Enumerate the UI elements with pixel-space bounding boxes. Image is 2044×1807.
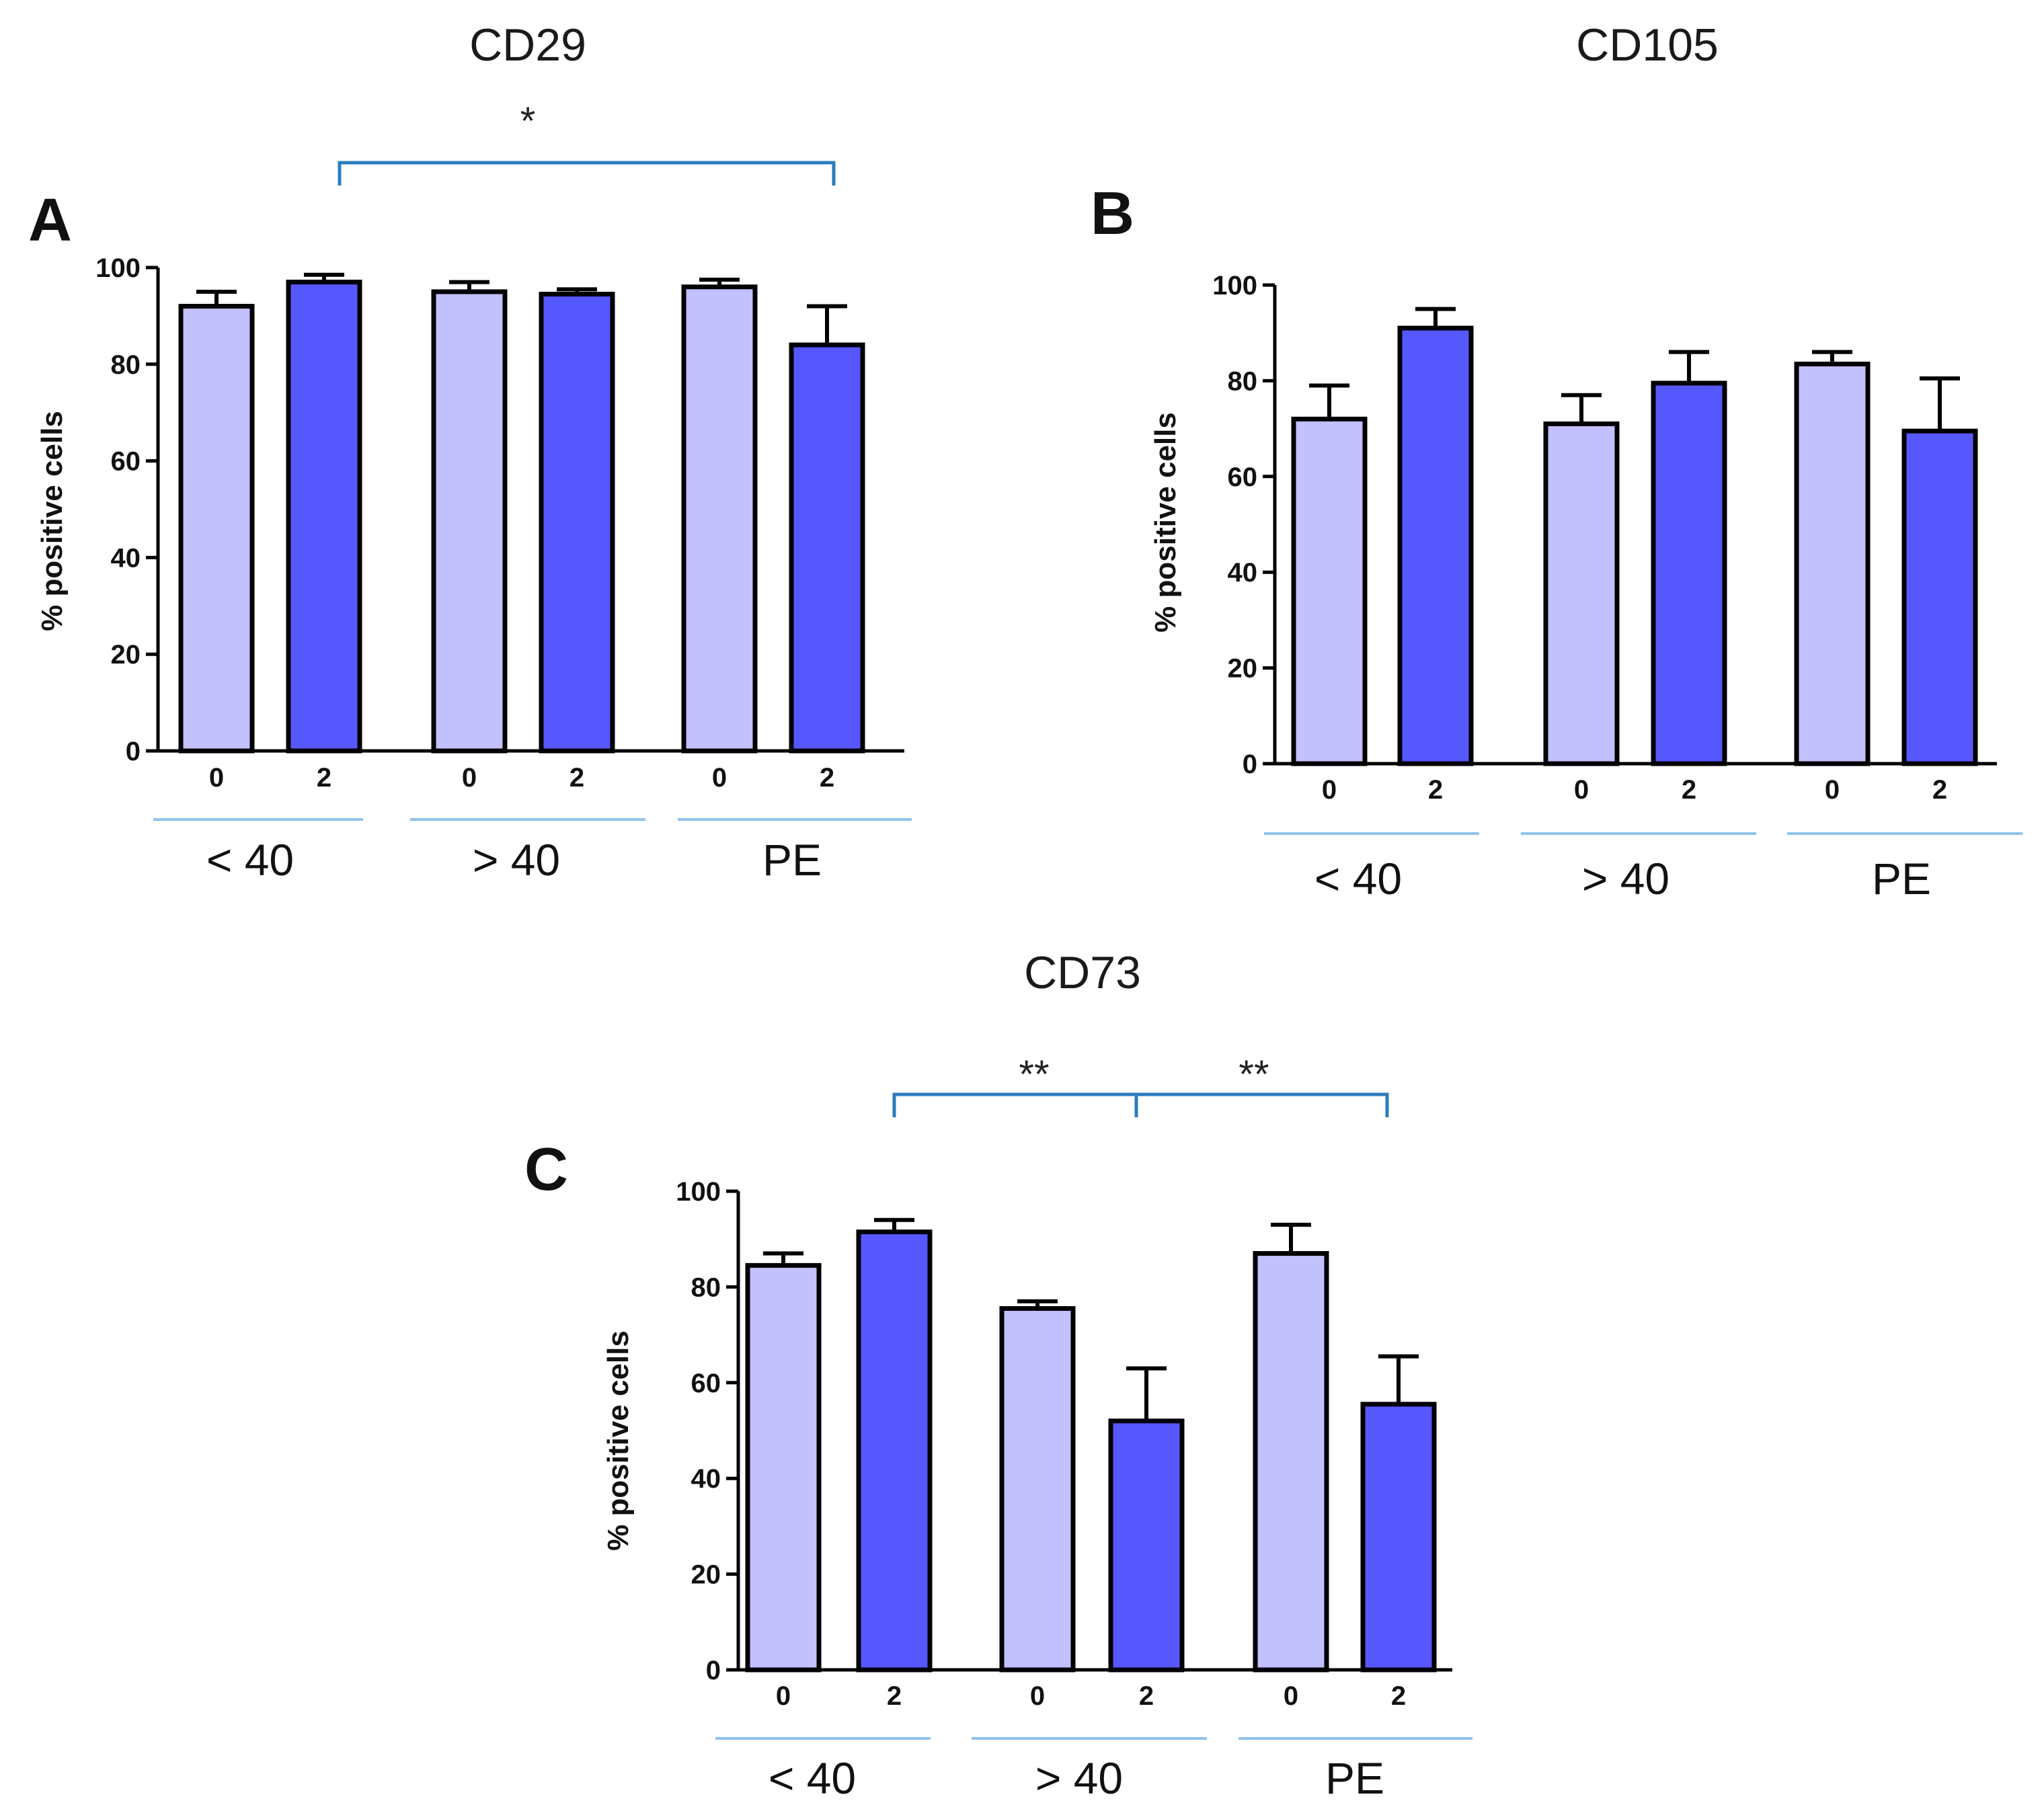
x-tick-label: 0 xyxy=(1825,775,1840,805)
y-tick-label: 20 xyxy=(111,640,141,670)
bar xyxy=(539,292,615,754)
bar xyxy=(1901,428,1978,766)
x-tick-label: 2 xyxy=(820,763,834,793)
y-tick-label: 20 xyxy=(1228,654,1258,684)
significance-label: ** xyxy=(1019,1053,1049,1096)
significance-bracket xyxy=(892,1092,1138,1117)
bar xyxy=(431,289,508,754)
chart-title: CD29 xyxy=(469,19,586,71)
y-tick-label: 60 xyxy=(1228,463,1258,492)
x-tick-label: 0 xyxy=(776,1681,791,1711)
bar xyxy=(856,1230,933,1673)
x-tick-label: 0 xyxy=(1030,1681,1045,1711)
x-tick-label: 0 xyxy=(712,763,727,793)
y-tick-label: 40 xyxy=(1228,558,1258,588)
group-label: PE xyxy=(1872,854,1931,904)
group-label: PE xyxy=(1325,1753,1384,1803)
bar xyxy=(1543,421,1620,766)
y-tick-label: 40 xyxy=(111,543,141,573)
y-tick-label: 100 xyxy=(1212,271,1257,300)
x-tick-label: 0 xyxy=(209,763,224,793)
bar xyxy=(178,304,255,754)
bar xyxy=(286,280,362,754)
y-tick-label: 60 xyxy=(111,447,141,477)
x-tick-label: 2 xyxy=(1428,775,1443,805)
significance-label: * xyxy=(520,99,536,143)
y-tick-label: 0 xyxy=(1243,750,1257,779)
group-label: > 40 xyxy=(473,835,560,885)
bar xyxy=(1291,416,1368,766)
panel-label: C xyxy=(524,1136,568,1203)
x-tick-label: 0 xyxy=(1574,775,1589,805)
x-tick-label: 2 xyxy=(1932,775,1947,805)
group-label: < 40 xyxy=(769,1753,856,1803)
bar xyxy=(681,284,758,754)
group-label: > 40 xyxy=(1582,854,1669,904)
bar xyxy=(1651,380,1727,766)
y-tick-label: 20 xyxy=(691,1560,721,1590)
x-tick-label: 2 xyxy=(569,763,584,793)
y-axis-label: % positive cells xyxy=(602,1330,635,1551)
group-label: < 40 xyxy=(206,835,294,885)
y-tick-label: 80 xyxy=(1228,366,1258,396)
y-axis-label: % positive cells xyxy=(36,411,69,631)
bar xyxy=(999,1306,1076,1673)
significance-label: ** xyxy=(1239,1053,1269,1096)
bar xyxy=(789,342,865,754)
bar xyxy=(1360,1402,1437,1673)
x-tick-label: 2 xyxy=(887,1681,902,1711)
y-tick-label: 40 xyxy=(691,1464,721,1494)
chart-title: CD105 xyxy=(1576,19,1719,71)
panel-label: B xyxy=(1091,180,1134,247)
y-tick-label: 80 xyxy=(111,350,141,380)
y-tick-label: 60 xyxy=(691,1369,721,1398)
x-tick-label: 0 xyxy=(462,763,477,793)
y-tick-label: 100 xyxy=(95,253,141,283)
x-tick-label: 2 xyxy=(317,763,331,793)
y-tick-label: 100 xyxy=(676,1177,721,1207)
x-tick-label: 2 xyxy=(1682,775,1696,805)
x-tick-label: 2 xyxy=(1139,1681,1154,1711)
group-label: < 40 xyxy=(1314,854,1402,904)
chart-title: CD73 xyxy=(1024,947,1141,998)
x-tick-label: 2 xyxy=(1391,1681,1406,1711)
bar xyxy=(745,1262,822,1673)
bar xyxy=(1397,325,1474,766)
y-tick-label: 0 xyxy=(126,737,141,766)
significance-bracket xyxy=(338,161,836,186)
y-tick-label: 0 xyxy=(706,1656,721,1685)
x-tick-label: 0 xyxy=(1284,1681,1298,1711)
y-tick-label: 80 xyxy=(691,1273,721,1302)
bar xyxy=(1108,1418,1185,1673)
bar xyxy=(1253,1251,1329,1673)
group-label: PE xyxy=(762,835,822,885)
panel-label: A xyxy=(28,187,72,254)
y-axis-label: % positive cells xyxy=(1149,412,1182,633)
significance-bracket xyxy=(1134,1092,1389,1117)
group-label: > 40 xyxy=(1035,1753,1123,1803)
bar xyxy=(1794,361,1871,766)
x-tick-label: 0 xyxy=(1322,775,1337,805)
